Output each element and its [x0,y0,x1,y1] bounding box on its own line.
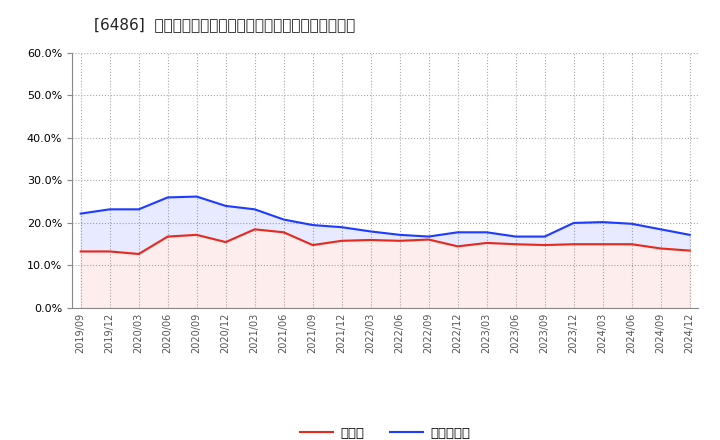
有利子負債 [76,211,85,216]
有利子負債 [541,234,549,239]
現預金 [279,230,288,235]
有利子負債 [511,234,520,239]
現預金 [541,242,549,248]
有利子負債 [454,230,462,235]
現預金 [570,242,578,247]
現預金 [366,237,375,242]
現預金 [395,238,404,243]
有利子負債 [163,195,172,200]
有利子負債 [657,227,665,232]
有利子負債 [279,217,288,222]
現預金 [338,238,346,243]
有利子負債 [135,207,143,212]
現預金 [76,249,85,254]
現預金 [192,232,201,238]
有利子負債 [251,207,259,212]
現預金 [424,237,433,242]
現預金 [511,242,520,247]
有利子負債 [685,232,694,238]
有利子負債 [570,220,578,226]
有利子負債 [598,220,607,225]
Line: 有利子負債: 有利子負債 [81,197,690,237]
現預金 [163,234,172,239]
Legend: 現預金, 有利子負債: 現預金, 有利子負債 [295,422,475,440]
有利子負債 [105,207,114,212]
現預金 [221,239,230,245]
有利子負債 [338,224,346,230]
有利子負債 [221,203,230,209]
現預金 [105,249,114,254]
有利子負債 [482,230,491,235]
現預金 [657,246,665,251]
有利子負債 [192,194,201,199]
有利子負債 [395,232,404,238]
現預金 [482,240,491,246]
Text: [6486]  現預金、有利子負債の総資産に対する比率の推移: [6486] 現預金、有利子負債の総資産に対する比率の推移 [94,18,355,33]
有利子負債 [366,229,375,234]
有利子負債 [424,234,433,239]
Line: 現預金: 現預金 [81,229,690,254]
現預金 [454,244,462,249]
現預金 [685,248,694,253]
現預金 [308,242,317,248]
有利子負債 [308,222,317,228]
現預金 [135,251,143,257]
有利子負債 [627,221,636,227]
現預金 [627,242,636,247]
現預金 [251,227,259,232]
現預金 [598,242,607,247]
